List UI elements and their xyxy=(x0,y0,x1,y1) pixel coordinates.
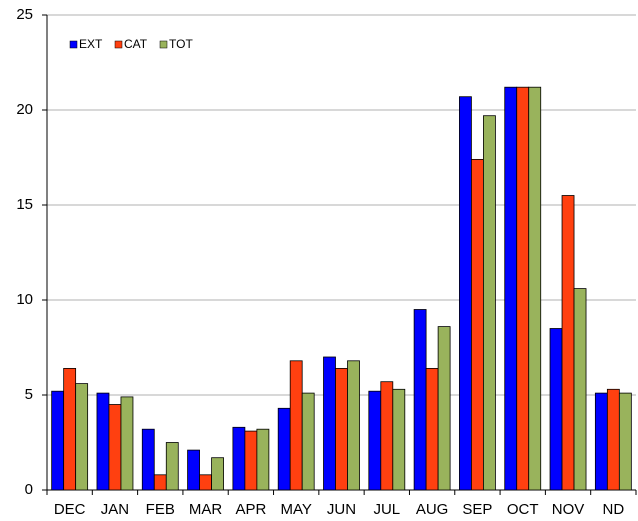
bar xyxy=(392,388,406,491)
x-tick-label: FEB xyxy=(146,501,175,518)
bar xyxy=(277,407,291,491)
y-tick-label: 15 xyxy=(16,196,33,213)
bar xyxy=(63,367,77,491)
y-tick-label: 25 xyxy=(16,6,33,23)
x-tick-label: MAY xyxy=(280,501,311,518)
bar xyxy=(380,381,394,491)
bar xyxy=(232,426,246,491)
bar xyxy=(459,96,472,491)
bar xyxy=(549,328,563,491)
bar xyxy=(347,360,360,491)
bar xyxy=(425,367,439,491)
bar xyxy=(323,356,336,491)
x-tick-label: APR xyxy=(235,501,266,518)
y-tick-label: 20 xyxy=(16,101,33,118)
legend-swatch xyxy=(159,40,168,49)
bar xyxy=(335,367,348,491)
bar xyxy=(483,115,496,491)
bar xyxy=(211,457,224,491)
bar xyxy=(618,392,632,491)
x-tick-label: SEP xyxy=(462,501,492,518)
bar xyxy=(413,309,427,491)
bar xyxy=(141,428,155,491)
bar xyxy=(51,390,65,491)
legend-swatch xyxy=(114,40,123,49)
y-tick-label: 5 xyxy=(25,386,33,403)
y-tick-label: 10 xyxy=(16,291,33,308)
bar xyxy=(199,474,212,491)
bar xyxy=(153,474,167,491)
bar xyxy=(165,442,179,491)
bar xyxy=(301,392,315,491)
x-tick-label: ND xyxy=(603,501,625,518)
x-tick-label: DEC xyxy=(54,501,86,518)
legend: EXT CAT TOT xyxy=(69,37,193,51)
bar xyxy=(561,195,575,491)
legend-label: CAT xyxy=(124,37,148,51)
bar xyxy=(504,86,518,491)
legend-swatch xyxy=(69,40,78,49)
x-tick-label: MAR xyxy=(189,501,223,518)
y-tick-label: 0 xyxy=(25,481,33,498)
bar xyxy=(516,86,530,491)
bar xyxy=(256,428,270,491)
bar xyxy=(75,383,89,491)
bar xyxy=(108,404,122,491)
bar xyxy=(437,326,451,491)
bar xyxy=(573,288,587,491)
x-tick-label: OCT xyxy=(507,501,539,518)
bar xyxy=(606,388,620,491)
bar xyxy=(471,158,484,491)
x-tick-label: AUG xyxy=(416,501,449,518)
legend-label: EXT xyxy=(79,37,103,51)
x-tick-label: JUN xyxy=(327,501,356,518)
bar xyxy=(289,360,303,491)
x-tick-label: JAN xyxy=(101,501,129,518)
bar xyxy=(594,392,608,491)
legend-label: TOT xyxy=(169,37,193,51)
x-tick-label: NOV xyxy=(552,501,585,518)
bar xyxy=(187,449,200,491)
bar xyxy=(528,86,542,491)
bar xyxy=(244,430,258,491)
bar xyxy=(96,392,110,491)
x-tick-label: JUL xyxy=(373,501,400,518)
bar xyxy=(368,390,382,491)
bar xyxy=(120,396,134,491)
